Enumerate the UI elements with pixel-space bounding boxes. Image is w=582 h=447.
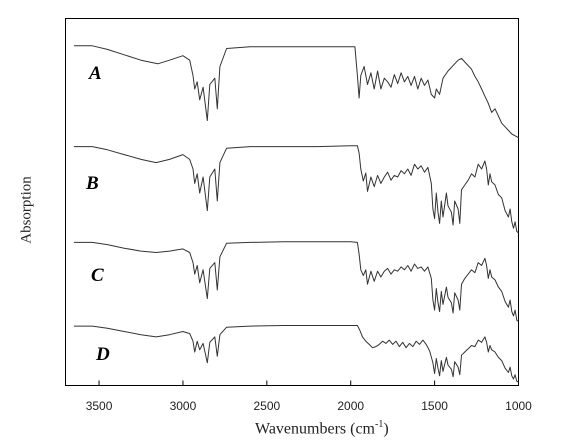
spectrum-trace-b xyxy=(73,145,519,234)
x-axis-ticks xyxy=(98,380,519,386)
spectrum-label-d: D xyxy=(96,344,110,365)
spectrum-label-a: A xyxy=(89,63,102,84)
y-axis-label: Absorption xyxy=(18,176,35,244)
spectrum-label-c: C xyxy=(91,265,104,286)
x-tick-label-3000: 3000 xyxy=(170,399,197,413)
x-tick-label-3500: 3500 xyxy=(86,399,113,413)
spectrum-label-b: B xyxy=(86,173,99,194)
spectrum-trace-c xyxy=(73,241,519,322)
spectra-traces xyxy=(73,45,519,383)
x-axis-tick-labels: 3500 3000 2500 2000 1500 1000 xyxy=(86,399,532,413)
x-tick-label-2000: 2000 xyxy=(337,399,364,413)
plot-frame xyxy=(65,18,519,386)
spectrum-trace-a xyxy=(73,45,519,139)
x-tick-label-1000: 1000 xyxy=(505,399,532,413)
x-axis-label: Wavenumbers (cm-1) xyxy=(255,419,389,438)
x-tick-label-2500: 2500 xyxy=(253,399,280,413)
spectrum-trace-d xyxy=(73,325,519,383)
x-tick-label-1500: 1500 xyxy=(421,399,448,413)
